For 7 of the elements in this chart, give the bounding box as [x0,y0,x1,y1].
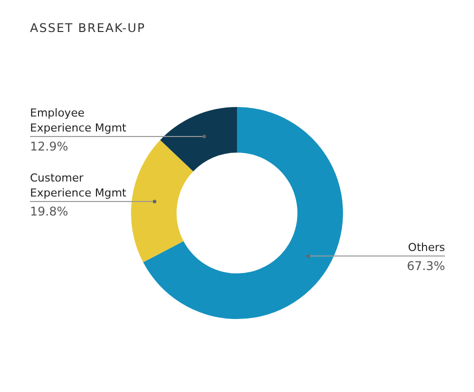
data-label: 67.3% [406,259,445,274]
slice-label: Employee Experience Mgmt [30,106,128,135]
data-label: 19.8% [30,204,68,219]
data-label: 12.9% [30,140,68,154]
chart-title: ASSET BREAK-UP [30,21,146,35]
slice-label: Customer Experience Mgmt [30,172,128,200]
slice-label: Others [408,241,446,254]
